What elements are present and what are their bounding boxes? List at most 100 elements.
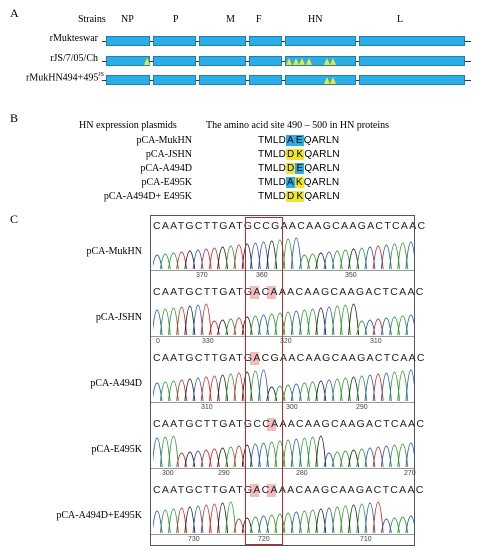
peak-C (405, 442, 415, 468)
gene-segment (285, 75, 356, 85)
strains-header: Strains (78, 14, 106, 25)
strain-label-1: rMukteswar (49, 33, 98, 44)
gene-segment (199, 56, 246, 66)
strain-label-2: rJS/7/05/Ch (50, 53, 98, 64)
position-tick-label: 370 (196, 272, 208, 279)
mutated-base-highlight (266, 418, 276, 431)
gene-m-header: M (226, 14, 235, 25)
residue-494-highlight: D (286, 191, 296, 202)
mutated-base-highlight (266, 286, 276, 299)
gene-segment (106, 36, 150, 46)
gene-segment (199, 36, 246, 46)
mutated-base-highlight (250, 352, 260, 365)
mutation-site-box (245, 217, 283, 545)
mutation-marker-icon (330, 77, 336, 84)
peak-C (290, 237, 302, 270)
gene-l-header: L (397, 14, 404, 25)
panel-a-letter: A (10, 6, 19, 20)
position-tick-label: 360 (256, 272, 268, 279)
mutation-marker-icon (324, 77, 330, 84)
peak-C (405, 515, 415, 534)
panel-c-letter: C (10, 212, 19, 226)
position-tick-label: 270 (404, 470, 416, 477)
gene-segment (285, 36, 356, 46)
base-sequence: CAATGCTTGATGCCGAACAAGCAAGACTCAAC (153, 220, 427, 232)
gene-segment (359, 36, 465, 46)
plasmid-name: pCA-MukHN (136, 135, 192, 146)
trace-label: pCA-A494D (90, 378, 142, 389)
trace-label: pCA-E495K (91, 444, 142, 455)
peak-T (200, 303, 212, 336)
position-tick-label: 280 (296, 470, 308, 477)
residue-494-highlight: D (286, 149, 296, 160)
mutated-base-highlight (266, 484, 276, 497)
peak-C (258, 369, 269, 402)
mutation-marker-icon (306, 58, 312, 65)
trace-label: pCA-MukHN (86, 246, 142, 257)
residue-495-highlight: K (295, 191, 305, 202)
residue-495-highlight: E (295, 163, 305, 174)
plasmid-column-header: HN expression plasmids (79, 120, 177, 131)
peak-A (225, 501, 237, 534)
position-tick-label: 320 (280, 338, 292, 345)
plasmid-name: pCA-A494D+ E495K (103, 191, 192, 202)
panel-b-letter: B (10, 111, 19, 125)
gene-segment (153, 75, 196, 85)
position-tick-label: 310 (201, 404, 213, 411)
position-tick-label: 290 (356, 404, 368, 411)
plasmid-name: pCA-JSHN (145, 149, 192, 160)
position-tick-label: 300 (162, 470, 174, 477)
amino-acid-sequence: TMLDA KQARLN (258, 177, 340, 188)
amino-acid-sequence: TMLDA EQARLN (258, 135, 340, 146)
position-tick-label: 330 (202, 338, 214, 345)
base-sequence: CAATGCTTGATGACGAACAAGCAAGACTCAAC (153, 352, 426, 364)
residue-494-highlight: A (286, 177, 295, 188)
residue-495-highlight: E (294, 135, 304, 146)
position-tick-label: 290 (218, 470, 230, 477)
amino-acid-sequence: TMLDD EQARLN (258, 163, 340, 174)
position-tick-label: 300 (286, 404, 298, 411)
gene-segment (285, 56, 356, 66)
mutated-base-highlight (250, 286, 260, 299)
residue-494-highlight: A (286, 135, 295, 146)
mutation-marker-icon (293, 58, 299, 65)
chromatogram-frame (150, 215, 415, 546)
base-sequence: CAATGCTTGATGCCAAACAAGCAAGACTCAAC (153, 418, 426, 430)
base-sequence: CAATGCTTGATGACAAACAAGCAAGACTCAAC (153, 286, 425, 298)
peak-C (405, 241, 415, 270)
position-tick-label: 710 (360, 536, 372, 543)
mutation-marker-icon (324, 58, 330, 65)
gene-segment (359, 56, 465, 66)
mutation-marker-icon (286, 58, 292, 65)
gene-segment (153, 56, 196, 66)
position-tick-label: 0 (156, 338, 160, 345)
gene-hn-header: HN (308, 14, 323, 25)
gene-segment (249, 56, 282, 66)
chromatogram-peaks (153, 501, 415, 534)
gene-segment (199, 75, 246, 85)
chromatogram-peaks (153, 369, 415, 402)
gene-segment (106, 75, 150, 85)
gene-np-header: NP (121, 14, 134, 25)
position-tick-label: 730 (188, 536, 200, 543)
plasmid-name: pCA-A494D (140, 163, 192, 174)
residue-495-highlight: K (295, 149, 305, 160)
base-sequence: CAATGCTTGATGACAAACAAGCAAGACTCAAC (153, 484, 425, 496)
strain-label-3: rMukHN494+495JS (26, 72, 104, 84)
gene-segment (249, 36, 282, 46)
mutation-marker-icon (330, 58, 336, 65)
chromatogram-peaks (153, 303, 415, 336)
plasmid-name: pCA-E495K (141, 177, 192, 188)
gene-segment (359, 75, 465, 85)
gene-f-header: F (256, 14, 262, 25)
chromatogram-peaks (153, 435, 415, 468)
gene-segment (249, 75, 282, 85)
peak-T (372, 501, 384, 534)
gene-p-header: P (173, 14, 179, 25)
mutation-marker-icon (144, 58, 150, 65)
peak-G (348, 303, 360, 336)
amino-acid-sequence: TMLDD KQARLN (258, 191, 340, 202)
chromatogram-peaks (153, 237, 415, 270)
mutation-marker-icon (299, 58, 305, 65)
residue-494-highlight: D (286, 163, 296, 174)
